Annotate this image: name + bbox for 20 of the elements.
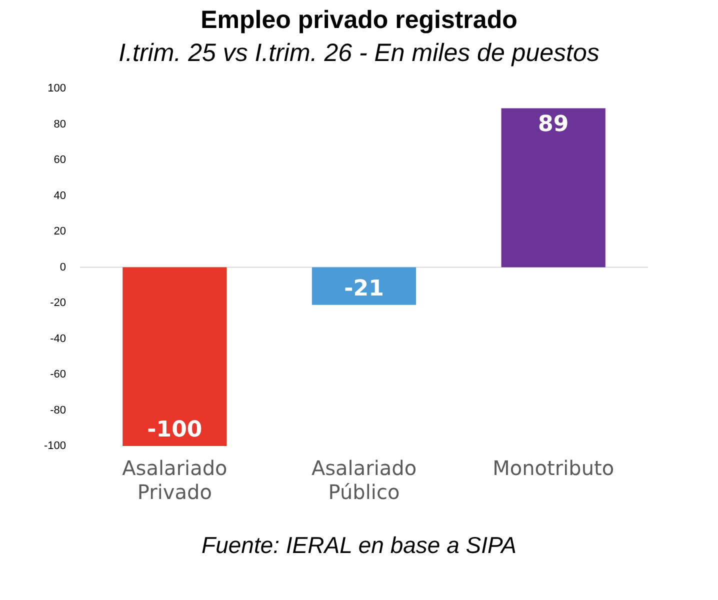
data-label: -100 bbox=[147, 418, 202, 443]
y-tick-label: -100 bbox=[44, 440, 66, 452]
source-note: Fuente: IERAL en base a SIPA bbox=[200, 532, 518, 559]
y-tick-label: 20 bbox=[54, 226, 66, 238]
y-tick-label: 100 bbox=[48, 82, 66, 95]
y-tick-label: 40 bbox=[54, 190, 66, 202]
x-tick-label: Asalariado Privado bbox=[122, 456, 228, 504]
x-tick-label: Monotributo bbox=[492, 456, 614, 480]
x-tick-label: Asalariado Público bbox=[311, 456, 417, 504]
y-tick-label: -20 bbox=[50, 297, 66, 310]
data-label: -21 bbox=[344, 276, 384, 302]
y-tick-label: 80 bbox=[54, 118, 66, 130]
y-tick-label: -80 bbox=[50, 404, 66, 416]
chart-title: Empleo privado registrado bbox=[200, 6, 518, 35]
y-tick-label: 60 bbox=[54, 154, 66, 166]
chart-subtitle: I.trim. 25 vs I.trim. 26 - En miles de puestos bbox=[118, 39, 600, 68]
data-label: 89 bbox=[538, 112, 569, 137]
y-tick-label: -60 bbox=[50, 368, 66, 381]
y-tick-label: -40 bbox=[50, 332, 66, 345]
y-tick-label: 0 bbox=[60, 261, 66, 274]
